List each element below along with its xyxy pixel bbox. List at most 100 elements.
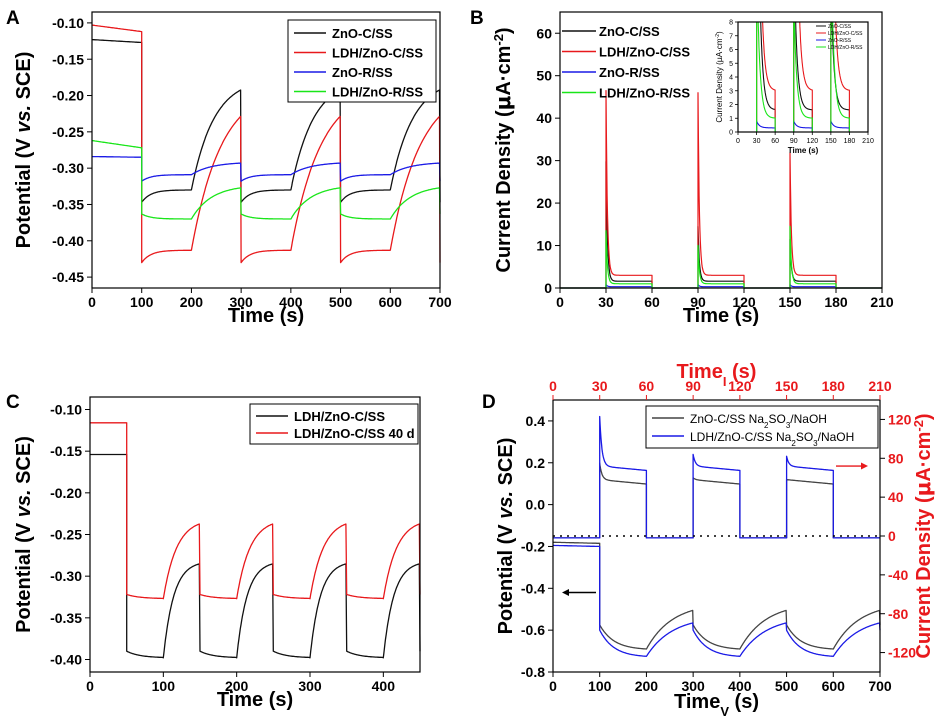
y-tick-label: 0.2 bbox=[526, 455, 546, 471]
legend-label-1: LDH/ZnO-C/SS 40 d bbox=[294, 426, 415, 441]
legend-label-3: LDH/ZnO-R/SS bbox=[332, 85, 423, 100]
legend-label-1: LDH/ZnO-C/SS bbox=[599, 45, 690, 60]
legend-label-2: ZnO-R/SS bbox=[332, 65, 393, 80]
series-line-1 bbox=[560, 90, 882, 289]
inset-x-axis-label: Time (s) bbox=[788, 146, 819, 155]
panel-c-chart: 0 100 200 300 400 -0.10 -0.15 -0.20 -0.25 -0.30 -0… bbox=[13, 396, 421, 711]
inset-y-tick-label: 8 bbox=[729, 20, 733, 27]
inset-y-tick-label: 0 bbox=[729, 130, 733, 137]
series-line-0 bbox=[91, 38, 441, 203]
top-x-axis-label: TimeI (s) bbox=[677, 361, 757, 389]
inset-x-tick-label: 120 bbox=[806, 138, 818, 145]
legend-box bbox=[645, 405, 879, 449]
inset-x-tick-label: 30 bbox=[753, 138, 761, 145]
y-tick-label: 20 bbox=[536, 195, 552, 211]
y-tick-label: -0.10 bbox=[52, 15, 84, 31]
x-tick-label: 150 bbox=[778, 294, 802, 310]
inset-legend-label-0: ZnO-C/SS bbox=[828, 24, 852, 30]
x-axis-label: Time (s) bbox=[217, 689, 293, 711]
x-tick-label: 0 bbox=[86, 678, 94, 694]
y-tick-label: -0.30 bbox=[52, 160, 84, 176]
top-x-tick-label: 210 bbox=[868, 378, 892, 394]
legend-label-0: ZnO-C/SS bbox=[332, 26, 393, 41]
plot-frame bbox=[559, 11, 883, 289]
x-tick-label: 400 bbox=[728, 678, 752, 694]
left-axis-arrow-head bbox=[562, 588, 569, 596]
y-axis-label: Potential (V vs. SCE) bbox=[13, 436, 35, 633]
legend-label-1: LDH/ZnO-C/SS Na2SO3/NaOH bbox=[690, 430, 854, 448]
series-line-3 bbox=[560, 225, 882, 289]
y-tick-label: 30 bbox=[536, 153, 552, 169]
inset-x-tick-label: 90 bbox=[790, 138, 798, 145]
inset-y-tick-label: 7 bbox=[729, 33, 733, 40]
series-line-0 bbox=[560, 160, 882, 289]
x-tick-label: 90 bbox=[690, 294, 706, 310]
right-y-axis-label: Current Density (μA·cm-2) bbox=[911, 413, 936, 658]
x-tick-label: 200 bbox=[225, 678, 249, 694]
right-y-tick-label: 0 bbox=[888, 528, 896, 544]
x-tick-label: 500 bbox=[775, 678, 799, 694]
right-y-tick-label: -40 bbox=[888, 567, 908, 583]
right-y-tick-label: 80 bbox=[888, 450, 904, 466]
y-tick-label: 0 bbox=[544, 280, 552, 296]
y-tick-label: 0.0 bbox=[526, 497, 546, 513]
y-tick-label: -0.35 bbox=[50, 610, 82, 626]
inset-legend-label-3: LDH/ZnO-R/SS bbox=[828, 45, 863, 51]
y-tick-label: -0.40 bbox=[50, 652, 82, 668]
x-tick-label: 0 bbox=[88, 294, 96, 310]
y-tick-label: -0.15 bbox=[52, 51, 84, 67]
potential-line-1 bbox=[553, 544, 881, 657]
inset-series-line-1 bbox=[738, 22, 868, 132]
x-axis-label: Time (s) bbox=[683, 305, 759, 327]
potential-line-0 bbox=[553, 541, 881, 650]
panel-letter-a: A bbox=[6, 8, 20, 29]
series-line-0 bbox=[90, 453, 421, 659]
y-axis-label: Potential (V vs. SCE) bbox=[495, 438, 517, 635]
y-tick-label: -0.45 bbox=[52, 269, 84, 285]
y-tick-label: 60 bbox=[536, 25, 552, 41]
y-tick-label: -0.25 bbox=[52, 124, 84, 140]
y-tick-label: -0.2 bbox=[521, 539, 545, 555]
x-tick-label: 120 bbox=[732, 294, 756, 310]
x-tick-label: 300 bbox=[298, 678, 322, 694]
inset-x-tick-label: 60 bbox=[771, 138, 779, 145]
inset-legend-label-1: LDH/ZnO-C/SS bbox=[828, 31, 863, 37]
panel-letter-d: D bbox=[482, 392, 496, 413]
top-x-tick-label: 0 bbox=[549, 378, 557, 394]
inset-x-tick-label: 150 bbox=[825, 138, 837, 145]
x-tick-label: 400 bbox=[279, 294, 303, 310]
y-tick-label: -0.8 bbox=[521, 664, 545, 680]
y-tick-label: 10 bbox=[536, 238, 552, 254]
y-tick-label: 0.4 bbox=[526, 413, 546, 429]
y-tick-label: -0.15 bbox=[50, 443, 82, 459]
legend-label-0: ZnO-C/SS Na2SO3/NaOH bbox=[690, 412, 827, 430]
inset-y-axis-label: Current Density (μA·cm-2) bbox=[715, 31, 724, 123]
y-axis-label: Current Density (μA·cm-2) bbox=[491, 27, 516, 272]
inset-series-line-3 bbox=[738, 22, 868, 132]
x-tick-label: 100 bbox=[130, 294, 154, 310]
top-x-tick-label: 120 bbox=[728, 378, 752, 394]
y-tick-label: -0.40 bbox=[52, 233, 84, 249]
x-tick-label: 300 bbox=[681, 678, 705, 694]
right-axis-arrow-head bbox=[861, 462, 868, 470]
y-tick-label: -0.6 bbox=[521, 622, 545, 638]
x-tick-label: 180 bbox=[824, 294, 848, 310]
x-tick-label: 100 bbox=[588, 678, 612, 694]
x-tick-label: 60 bbox=[644, 294, 660, 310]
legend-label-2: ZnO-R/SS bbox=[599, 65, 660, 80]
current-line-1 bbox=[553, 415, 880, 539]
inset-legend-label-2: ZnO-R/SS bbox=[828, 38, 852, 44]
series-line-1 bbox=[91, 24, 441, 264]
y-axis-label: Potential (V vs. SCE) bbox=[13, 52, 35, 249]
panel-a-chart: 0 100 200 300 400 500 600 700 -0.10 -0.15 -0.20 -0.… bbox=[13, 11, 452, 327]
y-tick-label: -0.4 bbox=[521, 580, 545, 596]
x-tick-label: 700 bbox=[868, 678, 892, 694]
inset-x-tick-label: 0 bbox=[736, 138, 740, 145]
legend-label-0: ZnO-C/SS bbox=[599, 24, 660, 39]
x-tick-label: 100 bbox=[152, 678, 176, 694]
x-tick-label: 30 bbox=[598, 294, 614, 310]
y-tick-label: -0.30 bbox=[50, 568, 82, 584]
top-x-tick-label: 90 bbox=[685, 378, 701, 394]
inset-y-tick-label: 2 bbox=[729, 102, 733, 109]
